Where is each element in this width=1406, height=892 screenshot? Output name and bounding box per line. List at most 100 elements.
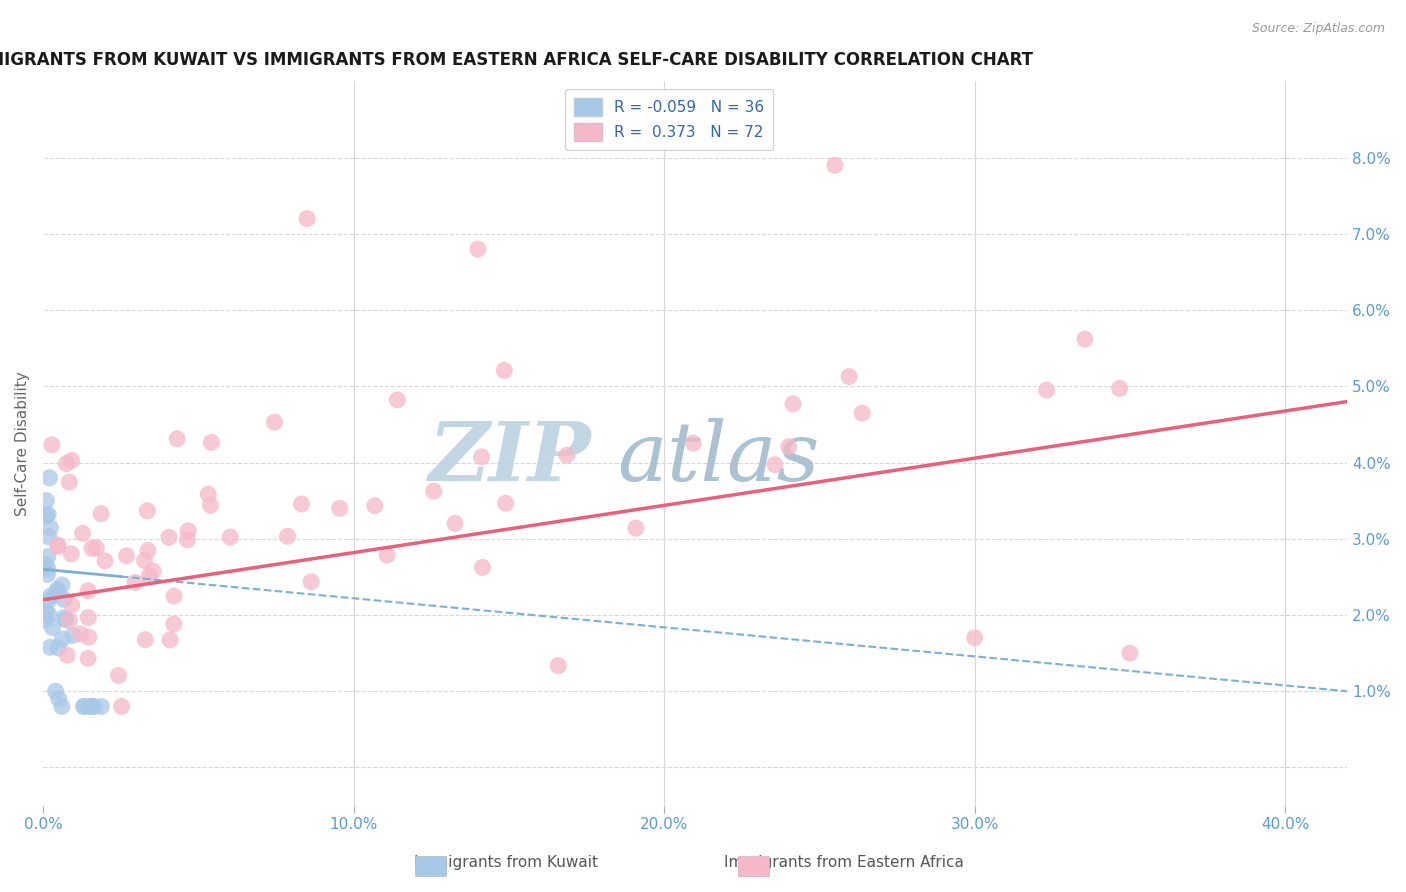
Point xyxy=(375,548,398,562)
Point xyxy=(77,583,100,598)
Point xyxy=(37,593,59,607)
Point xyxy=(77,610,100,624)
Text: atlas: atlas xyxy=(617,418,820,498)
Point xyxy=(329,501,352,516)
Point xyxy=(60,598,83,612)
Point xyxy=(37,549,59,564)
Point xyxy=(45,585,67,599)
Point xyxy=(51,578,73,592)
Point xyxy=(471,560,494,574)
Point xyxy=(1108,381,1130,395)
Point xyxy=(41,438,63,452)
Point xyxy=(159,632,181,647)
Point xyxy=(55,457,77,471)
Legend: R = -0.059   N = 36, R =  0.373   N = 72: R = -0.059 N = 36, R = 0.373 N = 72 xyxy=(565,89,773,150)
Point xyxy=(35,605,58,619)
Point xyxy=(80,699,103,714)
Point xyxy=(824,158,846,172)
Point xyxy=(72,526,94,541)
Point xyxy=(200,435,222,450)
Point xyxy=(495,496,517,510)
Point xyxy=(276,529,298,543)
Point xyxy=(34,557,56,571)
Point xyxy=(547,658,569,673)
Point xyxy=(52,611,75,625)
Point xyxy=(136,543,159,558)
Point xyxy=(219,530,242,544)
Point xyxy=(838,369,860,384)
Point xyxy=(69,627,91,641)
Point xyxy=(58,475,80,489)
Text: IMMIGRANTS FROM KUWAIT VS IMMIGRANTS FROM EASTERN AFRICA SELF-CARE DISABILITY CO: IMMIGRANTS FROM KUWAIT VS IMMIGRANTS FRO… xyxy=(0,51,1033,69)
Point xyxy=(37,567,59,582)
Point xyxy=(263,415,285,429)
Point xyxy=(62,628,84,642)
Point xyxy=(39,521,62,535)
Point xyxy=(177,524,200,538)
Point xyxy=(782,397,804,411)
Point xyxy=(176,533,198,547)
Point xyxy=(142,564,165,578)
Point xyxy=(107,668,129,682)
Point xyxy=(46,640,69,655)
Point xyxy=(86,541,108,555)
Point xyxy=(778,440,800,454)
Point xyxy=(124,575,146,590)
Point xyxy=(290,497,312,511)
Point xyxy=(364,499,387,513)
Point xyxy=(56,648,79,663)
Point xyxy=(58,614,80,628)
Point xyxy=(90,507,112,521)
Point xyxy=(73,699,96,714)
Point xyxy=(45,684,67,698)
Point xyxy=(134,553,156,567)
Point xyxy=(77,630,100,644)
Point xyxy=(77,651,100,665)
Point xyxy=(299,574,322,589)
Point xyxy=(51,632,73,646)
Point xyxy=(763,458,786,472)
Point xyxy=(136,504,159,518)
Point xyxy=(94,554,117,568)
Point xyxy=(1119,646,1142,660)
Text: Immigrants from Kuwait: Immigrants from Kuwait xyxy=(415,855,598,870)
Point xyxy=(963,631,986,645)
Point xyxy=(467,242,489,256)
Point xyxy=(52,592,75,607)
Point xyxy=(46,538,69,552)
Point xyxy=(60,453,83,467)
Point xyxy=(60,547,83,561)
Point xyxy=(115,549,138,563)
Point xyxy=(83,699,105,714)
Point xyxy=(1074,332,1097,346)
Point xyxy=(80,699,103,714)
Point xyxy=(37,508,59,522)
Point xyxy=(79,699,101,714)
Point xyxy=(37,562,59,576)
Point xyxy=(494,363,516,377)
Point xyxy=(39,589,62,603)
Point xyxy=(682,436,704,450)
Point xyxy=(35,493,58,508)
Point xyxy=(444,516,467,531)
Point xyxy=(134,632,156,647)
Point xyxy=(200,499,222,513)
Point xyxy=(35,508,58,523)
Point xyxy=(80,541,103,556)
Point xyxy=(851,406,873,420)
Point xyxy=(197,487,219,501)
Y-axis label: Self-Care Disability: Self-Care Disability xyxy=(15,371,30,516)
Point xyxy=(138,569,160,583)
Point xyxy=(38,471,60,485)
Point xyxy=(295,211,318,226)
Point xyxy=(163,589,186,603)
Point xyxy=(38,530,60,544)
Point xyxy=(166,432,188,446)
Point xyxy=(55,613,77,627)
Point xyxy=(163,617,186,632)
Point xyxy=(39,640,62,655)
Point xyxy=(1035,383,1057,397)
Point xyxy=(41,621,63,635)
Text: Source: ZipAtlas.com: Source: ZipAtlas.com xyxy=(1251,22,1385,36)
Point xyxy=(35,613,58,627)
